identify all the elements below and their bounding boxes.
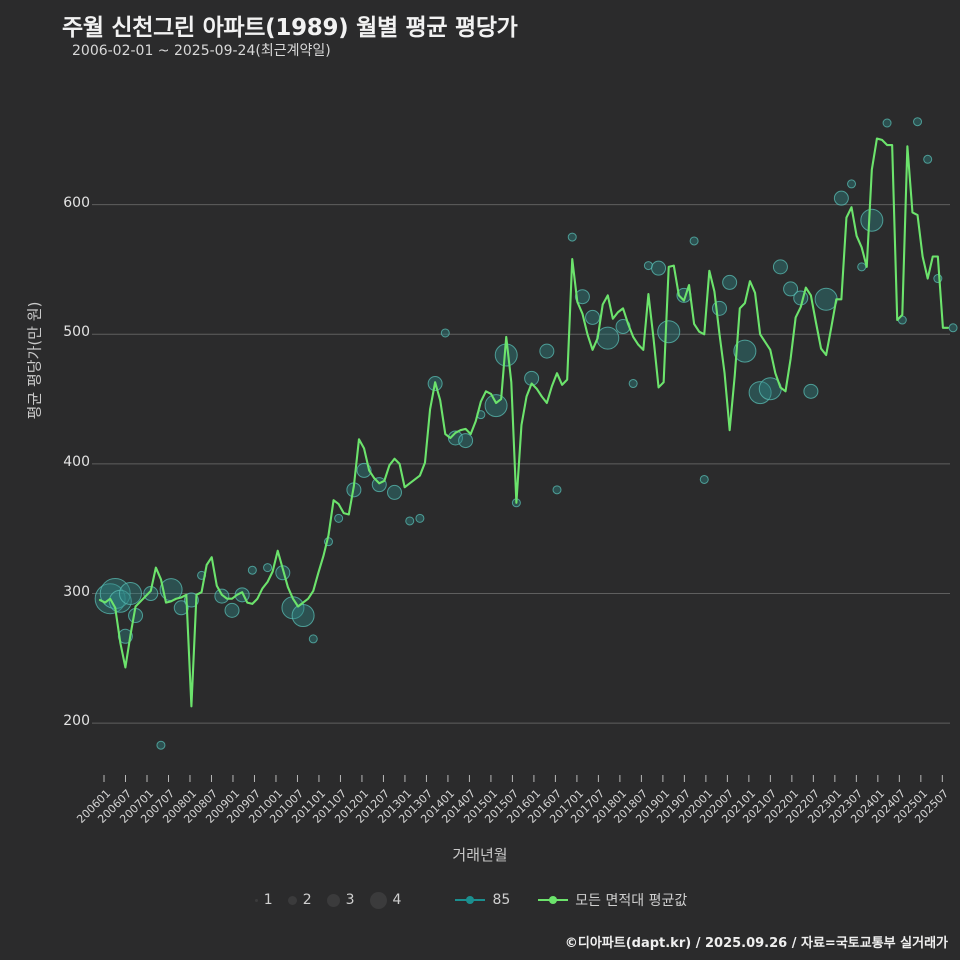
scatter-point — [699, 474, 709, 484]
scatter-point — [405, 516, 415, 526]
legend-bubble-icon — [287, 895, 297, 905]
scatter-point — [183, 592, 199, 608]
scatter-point — [733, 339, 757, 363]
legend-size-item: 1 — [254, 892, 273, 908]
legend-bubble-icon — [254, 898, 258, 902]
legend-size-label: 3 — [345, 892, 355, 908]
x-axis-title: 거래년월 — [452, 846, 508, 864]
scatter-point — [722, 274, 738, 290]
scatter-point — [308, 634, 318, 644]
scatter-point — [173, 600, 189, 616]
x-tick-marks — [103, 775, 943, 782]
scatter-point — [334, 513, 344, 523]
scatter-point — [923, 154, 933, 164]
scatter-point — [224, 602, 240, 618]
legend-size-label: 4 — [392, 892, 402, 908]
legend-series-list: 85 모든 면적대 평균값 — [455, 890, 705, 910]
legend-bubble-icon — [369, 891, 387, 909]
y-axis-tick-label: 300 — [63, 583, 90, 600]
scatter-point — [567, 232, 577, 242]
y-axis-tick-label: 600 — [63, 194, 90, 211]
scatter-point — [387, 484, 403, 500]
scatter-point — [772, 259, 788, 275]
scatter-point — [156, 740, 166, 750]
scatter-point — [833, 190, 849, 206]
legend-size-label: 2 — [302, 892, 312, 908]
legend-size-scale: 1 2 3 4 — [254, 891, 410, 909]
scatter-point — [574, 289, 590, 305]
scatter-point — [247, 565, 257, 575]
scatter-point — [458, 433, 474, 449]
y-axis-tick-label: 500 — [63, 324, 90, 341]
legend-line-icon — [538, 896, 569, 904]
legend-series-item[interactable]: 모든 면적대 평균값 — [538, 890, 687, 910]
legend-size-item: 3 — [326, 892, 355, 908]
scatter-point — [689, 236, 699, 246]
scatter-point — [882, 118, 892, 128]
scatter-point — [628, 379, 638, 389]
legend-marker-icon — [466, 896, 475, 904]
legend-series-label: 85 — [492, 892, 511, 908]
scatter-point — [440, 328, 450, 338]
scatter-point — [539, 343, 555, 359]
scatter-point — [857, 262, 867, 272]
legend-line-icon — [455, 896, 486, 904]
scatter-point — [783, 281, 799, 297]
scatter-point — [860, 208, 884, 232]
scatter-point — [415, 513, 425, 523]
legend-marker-icon — [549, 896, 558, 904]
scatter-point — [913, 117, 923, 127]
page-title: 주월 신천그린 아파트(1989) 월별 평균 평당가 — [62, 15, 518, 41]
chart-legend: 1 2 3 4 85 모든 면적대 평균값 — [0, 890, 960, 910]
scatter-point — [803, 383, 819, 399]
legend-size-item: 2 — [287, 892, 312, 908]
legend-series-label: 모든 면적대 평균값 — [575, 893, 688, 909]
scatter-point — [291, 604, 315, 628]
scatter-point — [847, 179, 857, 189]
scatter-point — [814, 287, 838, 311]
scatter-point — [552, 485, 562, 495]
scatter-point — [948, 323, 958, 333]
page-subtitle: 2006-02-01 ~ 2025-09-24(최근계약일) — [72, 43, 331, 59]
legend-size-label: 1 — [263, 892, 273, 908]
scatter-point — [793, 290, 809, 306]
y-axis-tick-label: 400 — [63, 453, 90, 470]
scatter-point — [651, 260, 667, 276]
line-series-average — [98, 137, 950, 708]
scatter-point — [596, 326, 620, 350]
y-axis-tick-label: 200 — [63, 713, 90, 730]
scatter-point — [657, 320, 681, 344]
scatter-point — [263, 563, 273, 573]
gridlines — [92, 204, 950, 724]
footer-credit: ©디아파트(dapt.kr) / 2025.09.26 / 자료=국토교통부 실… — [564, 936, 948, 951]
legend-size-item: 4 — [369, 891, 402, 909]
scatter-point — [712, 300, 727, 316]
scatter-point — [585, 309, 601, 325]
legend-bubble-icon — [326, 893, 340, 907]
scatter-point — [118, 582, 142, 606]
legend-series-item[interactable]: 85 — [455, 892, 510, 908]
scatter-series-85 — [94, 117, 958, 750]
scatter-point — [484, 394, 508, 418]
y-axis-title: 평균 평당가(만 원) — [25, 301, 44, 420]
